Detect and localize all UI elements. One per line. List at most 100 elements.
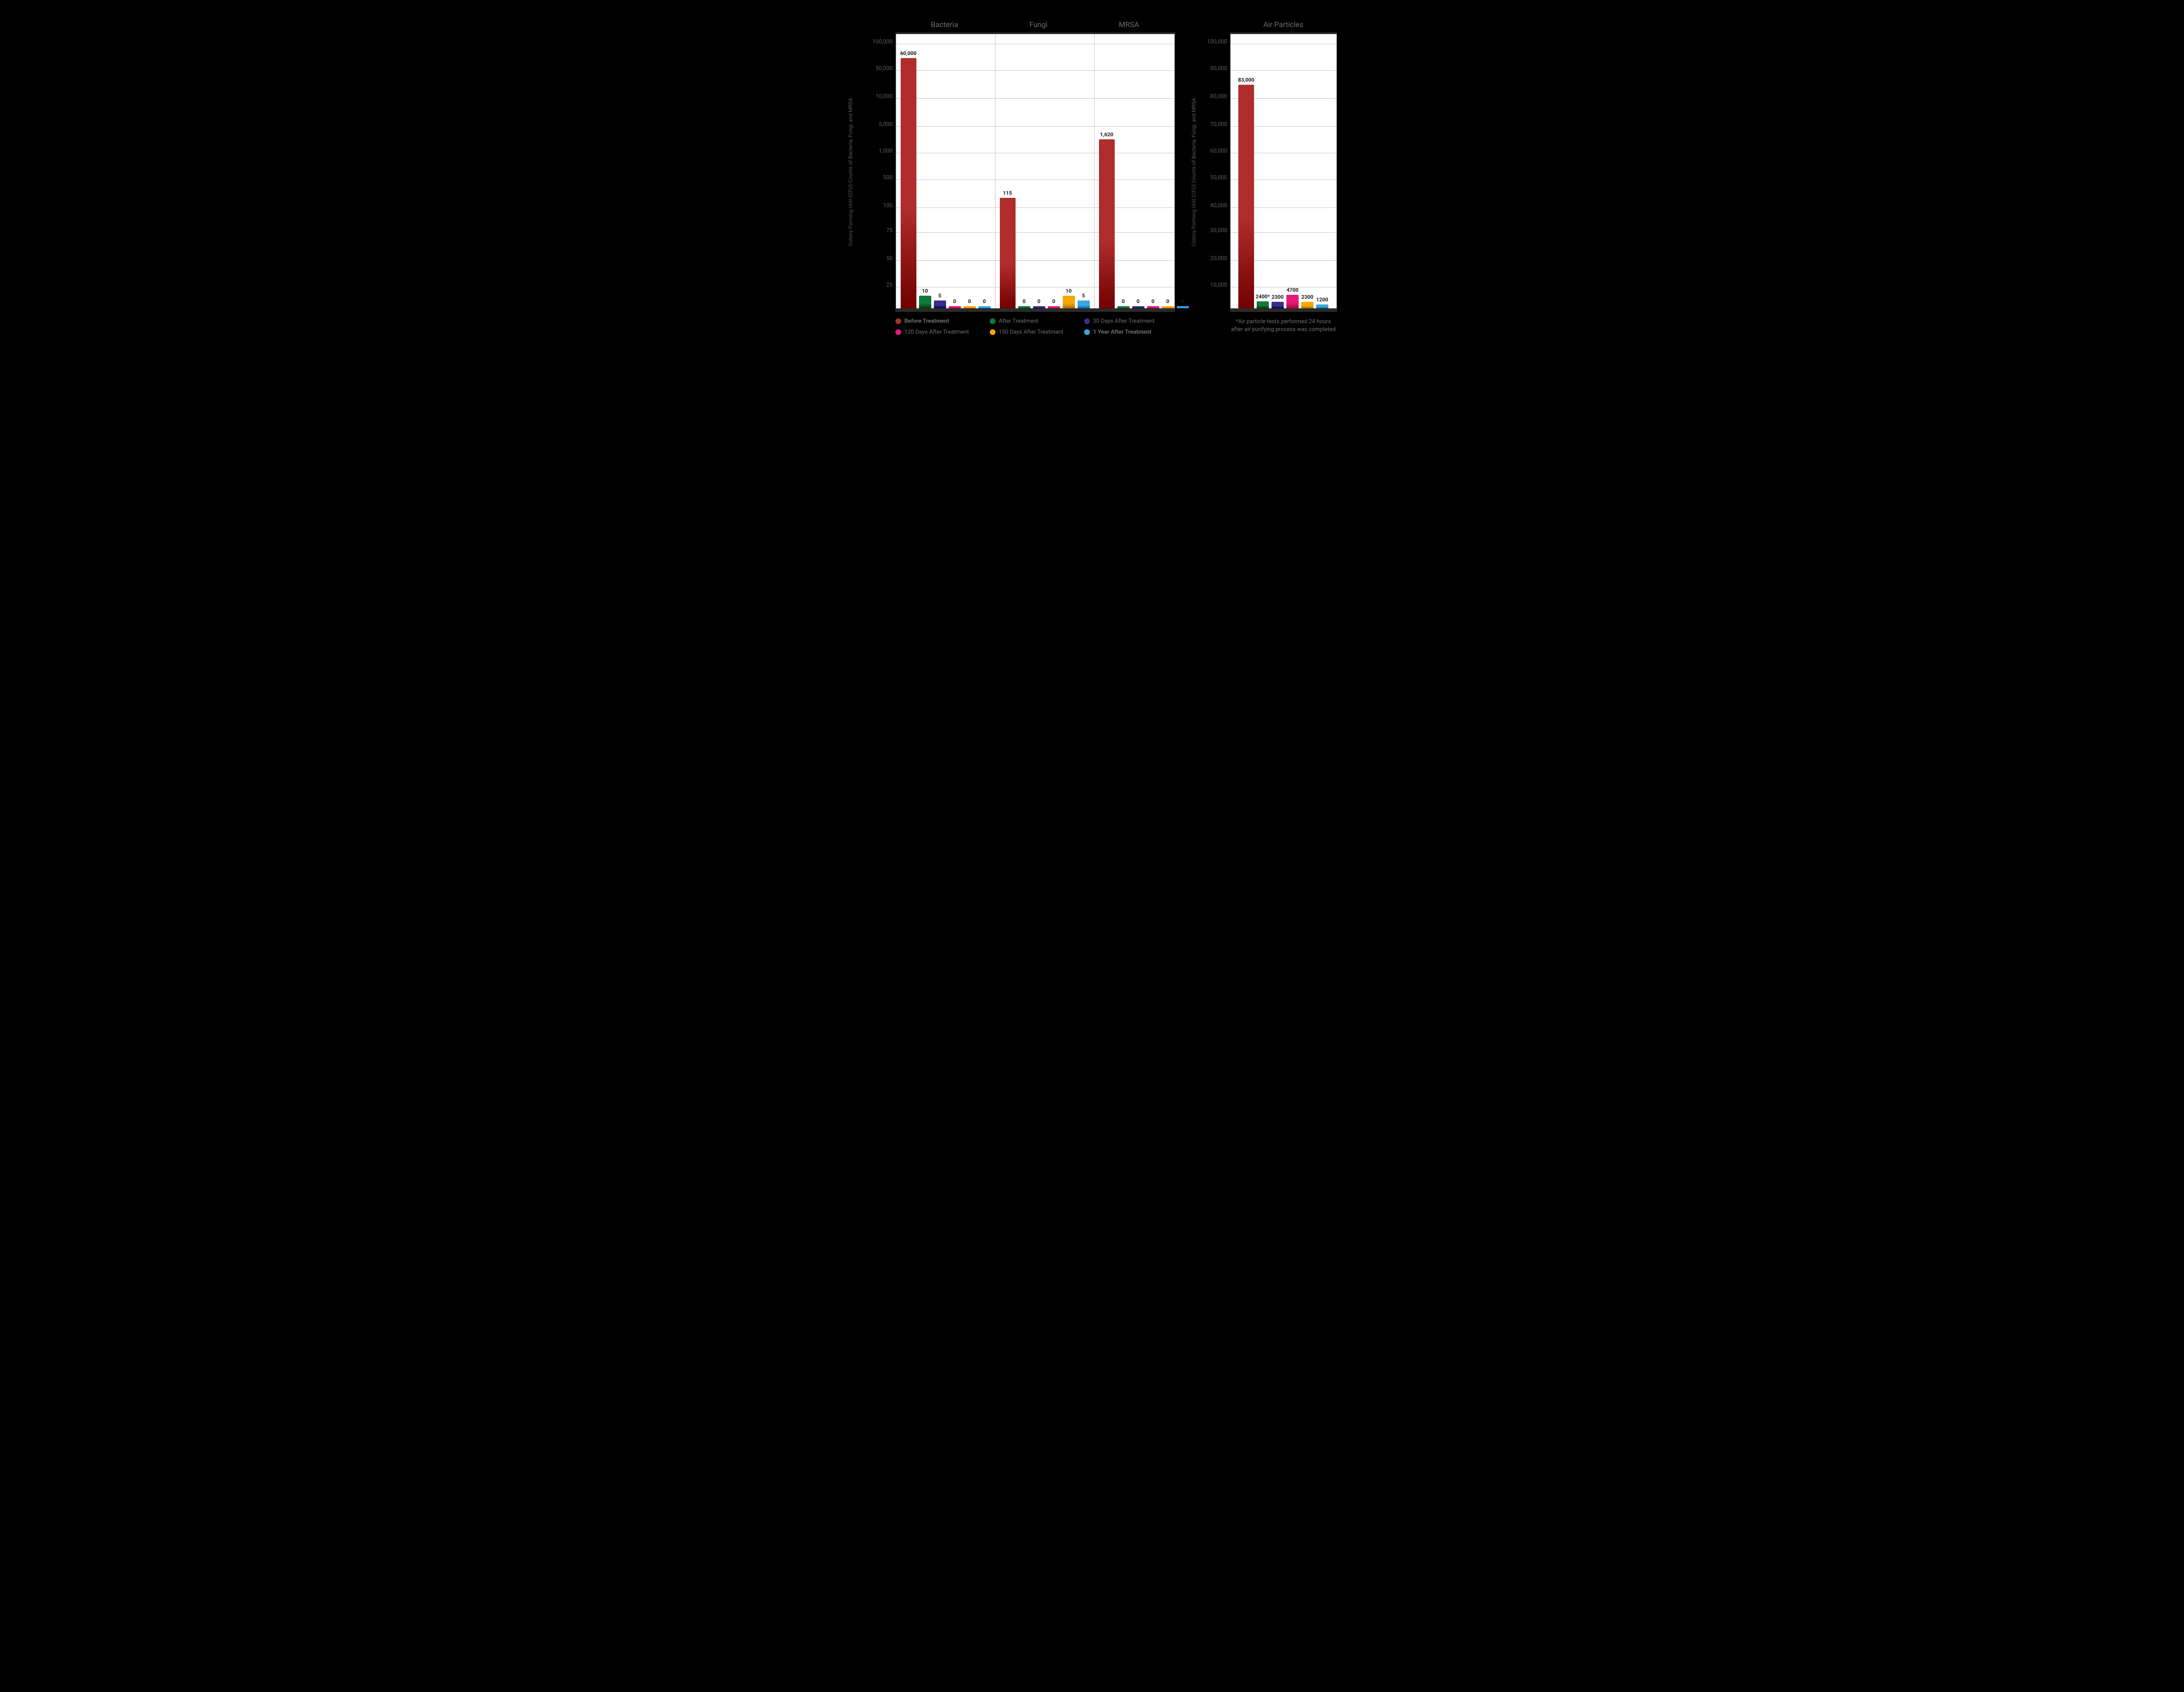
bar-mrsa-y1: 0 — [1177, 306, 1189, 308]
right-y-area: Colony Forming Unit (CFU) Counts of Bact… — [1191, 32, 1230, 312]
y-tick-label: 10,000 — [875, 93, 892, 100]
left-baseline — [896, 308, 1175, 312]
bar-value-label: 0 — [1151, 298, 1154, 304]
bar-air-before: 83,000 — [1238, 85, 1254, 308]
right-plot: 83,0002400*2300470023001200 — [1230, 32, 1337, 312]
legend-label: Before Treatment — [905, 318, 949, 325]
bar-value-label: 83,000 — [1238, 77, 1254, 83]
section-title-bacteria: Bacteria — [931, 21, 958, 29]
bar-mrsa-before: 1,620 — [1099, 139, 1115, 308]
bar — [919, 296, 931, 308]
legend-swatch — [990, 318, 995, 324]
y-tick-label: 30,000 — [1210, 228, 1227, 234]
bar-value-label: 2300 — [1272, 294, 1284, 300]
y-tick-label: 70,000 — [1210, 121, 1227, 128]
bar-fungi-y1: 5 — [1078, 300, 1090, 308]
bar-air-after: 2400* — [1257, 301, 1269, 308]
legend: Before Treatment After Treatment 30 Days A… — [847, 312, 1175, 335]
bar-value-label: 2400* — [1256, 294, 1270, 300]
y-tick-label: 75 — [886, 228, 893, 234]
y-tick-label: 40,000 — [1210, 202, 1227, 209]
legend-swatch — [895, 329, 901, 335]
bar-air-d150: 2300 — [1301, 302, 1313, 308]
left-section-titles: Bacteria Fungi MRSA — [847, 17, 1175, 32]
bar — [1272, 302, 1284, 308]
section-title-fungi: Fungi — [1030, 21, 1048, 29]
legend-item-y1: 1 Year After Treatment — [1084, 329, 1175, 335]
bar-air-y1: 1200 — [1316, 304, 1328, 308]
bar-value-label: 5 — [938, 293, 941, 299]
section-title-mrsa: MRSA — [1119, 21, 1139, 29]
legend-swatch — [1084, 318, 1090, 324]
right-chart: Colony Forming Unit (CFU) Counts of Bact… — [1191, 32, 1337, 312]
footnote-line1: *Air particle tests performed 24 hours — [1230, 318, 1337, 326]
y-tick-label: 1,000 — [879, 148, 893, 155]
bar-value-label: 2300 — [1301, 294, 1313, 300]
legend-item-d150: 150 Days After Treatment — [990, 329, 1081, 335]
subplot-mrsa: 1,620 0 0 0 0 0 — [1094, 34, 1193, 312]
bar — [1177, 306, 1189, 308]
bar — [1257, 301, 1269, 308]
bar-fungi-before: 115 — [1000, 198, 1016, 308]
y-tick-label: 90,000 — [1210, 66, 1227, 72]
left-y-axis-label: Colony Forming Unit (CFU) Counts of Bact… — [847, 80, 854, 264]
y-tick-label: 50 — [886, 256, 893, 262]
y-tick-label: 50,000 — [875, 66, 892, 72]
legend-label: 30 Days After Treatment — [1093, 318, 1154, 325]
y-tick-label: 25 — [886, 282, 893, 289]
bar-value-label: 0 — [968, 298, 971, 304]
bar-value-label: 5 — [1082, 293, 1085, 299]
right-section-titles: Air Particles — [1191, 17, 1337, 32]
page: Bacteria Fungi MRSA Colony Forming Unit … — [26, 17, 2158, 335]
legend-label: 150 Days After Treatment — [999, 329, 1064, 335]
y-tick-label: 50,000 — [1210, 174, 1227, 181]
bar-bacteria-d30: 5 — [934, 300, 946, 308]
legend-label: 120 Days After Treatment — [905, 329, 969, 335]
legend-swatch — [990, 329, 995, 335]
legend-item-before: Before Treatment — [895, 318, 986, 325]
bar-bacteria-after: 10 — [919, 296, 931, 308]
footnote-line2: after air purifying process was complete… — [1230, 326, 1337, 334]
bar-value-label: 0 — [1137, 298, 1140, 304]
bar — [1301, 302, 1313, 308]
bar — [1238, 85, 1254, 308]
section-title-air-particles: Air Particles — [1263, 21, 1303, 29]
bar-value-label: 0 — [983, 298, 986, 304]
bar-value-label: 0 — [1122, 298, 1125, 304]
bar-value-label: 0 — [1037, 298, 1040, 304]
legend-item-after: After Treatment — [990, 318, 1081, 325]
bar — [934, 300, 946, 308]
y-tick-label: 80,000 — [1210, 93, 1227, 100]
bar-air-d120: 4700 — [1286, 295, 1299, 308]
bar-value-label: 0 — [1023, 298, 1026, 304]
bar-value-label: 0 — [1181, 298, 1184, 304]
legend-label: After Treatment — [999, 318, 1039, 325]
bar-value-label: 0 — [1166, 298, 1169, 304]
left-y-ticks: 100,00050,00010,0005,0001,00050010075502… — [857, 32, 895, 312]
subplot-air-particles: 83,0002400*2300470023001200 — [1230, 34, 1337, 312]
bar-value-label: 0 — [953, 298, 956, 304]
subplot-bacteria: 60,000105000 — [896, 34, 995, 312]
right-y-axis-label: Colony Forming Unit (CFU) Counts of Bact… — [1191, 80, 1197, 264]
legend-swatch — [1084, 329, 1090, 335]
y-tick-label: 100 — [883, 202, 893, 209]
bar-fungi-d150: 10 — [1063, 296, 1075, 308]
footnote: *Air particle tests performed 24 hours a… — [1191, 312, 1337, 334]
y-tick-label: 100,000 — [1207, 39, 1227, 45]
bar-value-label: 10 — [922, 288, 928, 294]
bar-value-label: 0 — [1052, 298, 1055, 304]
bar-air-d30: 2300 — [1272, 302, 1284, 308]
bar — [1316, 304, 1328, 308]
left-y-area: Colony Forming Unit (CFU) Counts of Bact… — [847, 32, 895, 312]
bar-value-label: 60,000 — [900, 50, 916, 56]
right-y-ticks: 100,000 90,000 80,000 70,000 60,000 50,000 40,… — [1200, 32, 1230, 312]
legend-item-d30: 30 Days After Treatment — [1084, 318, 1175, 325]
y-tick-label: 5,000 — [879, 121, 893, 128]
bar-bacteria-before: 60,000 — [901, 58, 916, 308]
left-panel: Bacteria Fungi MRSA Colony Forming Unit … — [847, 17, 1175, 335]
bar-value-label: 1,620 — [1100, 131, 1113, 138]
bar — [1099, 139, 1115, 308]
y-tick-label: 10,000 — [1210, 282, 1227, 289]
bar — [1063, 296, 1075, 308]
y-tick-label: 60,000 — [1210, 148, 1227, 155]
